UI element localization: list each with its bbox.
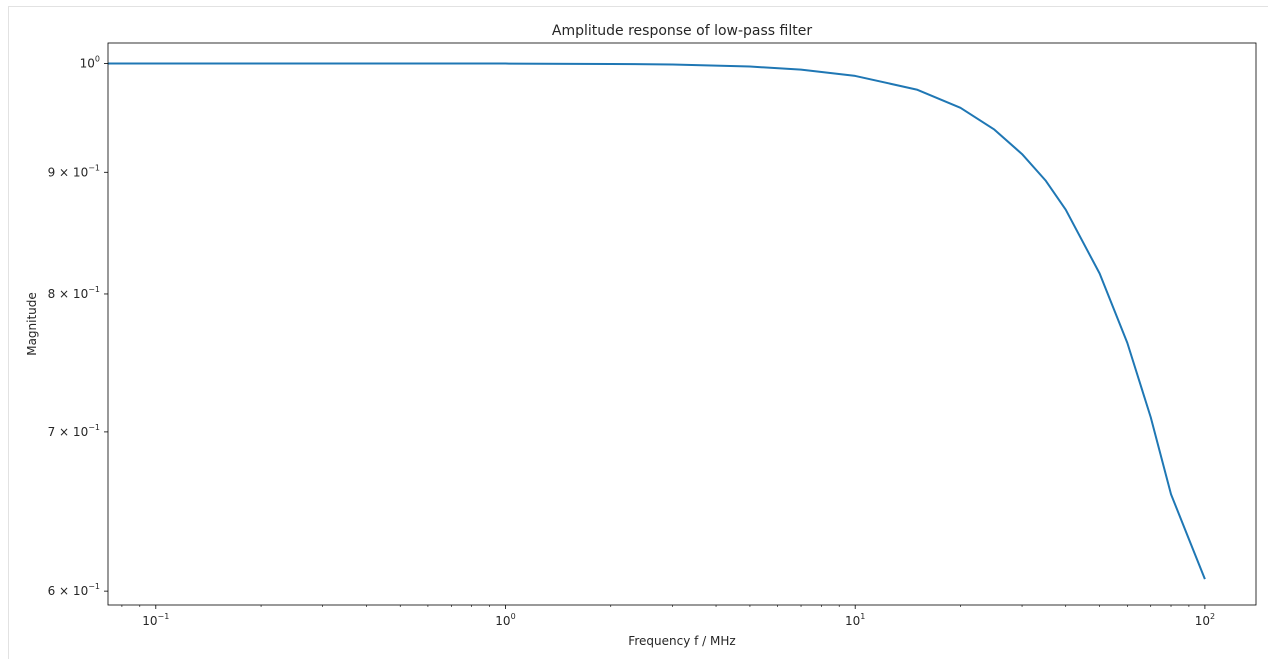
y-tick-label: 8 × 10−1 bbox=[48, 285, 100, 301]
y-axis: 100 9 × 10−1 8 × 10−1 7 × 10−1 6 × 10−1 bbox=[48, 54, 108, 598]
y-tick-label: 100 bbox=[80, 54, 100, 70]
x-tick-label: 100 bbox=[495, 612, 515, 628]
y-tick-label: 7 × 10−1 bbox=[48, 423, 100, 439]
series-line-magnitude bbox=[108, 62, 1206, 580]
chart-title: Amplitude response of low-pass filter bbox=[552, 23, 812, 39]
x-tick-label: 101 bbox=[845, 612, 865, 628]
x-axis-label: Frequency f / MHz bbox=[628, 634, 735, 648]
axes-frame bbox=[107, 42, 1257, 606]
x-axis: 10−1 100 101 102 bbox=[121, 605, 1215, 628]
y-axis-label: Magnitude bbox=[25, 292, 39, 356]
y-tick-label: 9 × 10−1 bbox=[48, 163, 100, 179]
y-tick-label: 6 × 10−1 bbox=[48, 582, 100, 598]
x-tick-label: 10−1 bbox=[142, 612, 169, 628]
output-cell-frame bbox=[8, 6, 1268, 659]
x-tick-label: 102 bbox=[1195, 612, 1215, 628]
plot-area bbox=[107, 42, 1257, 606]
